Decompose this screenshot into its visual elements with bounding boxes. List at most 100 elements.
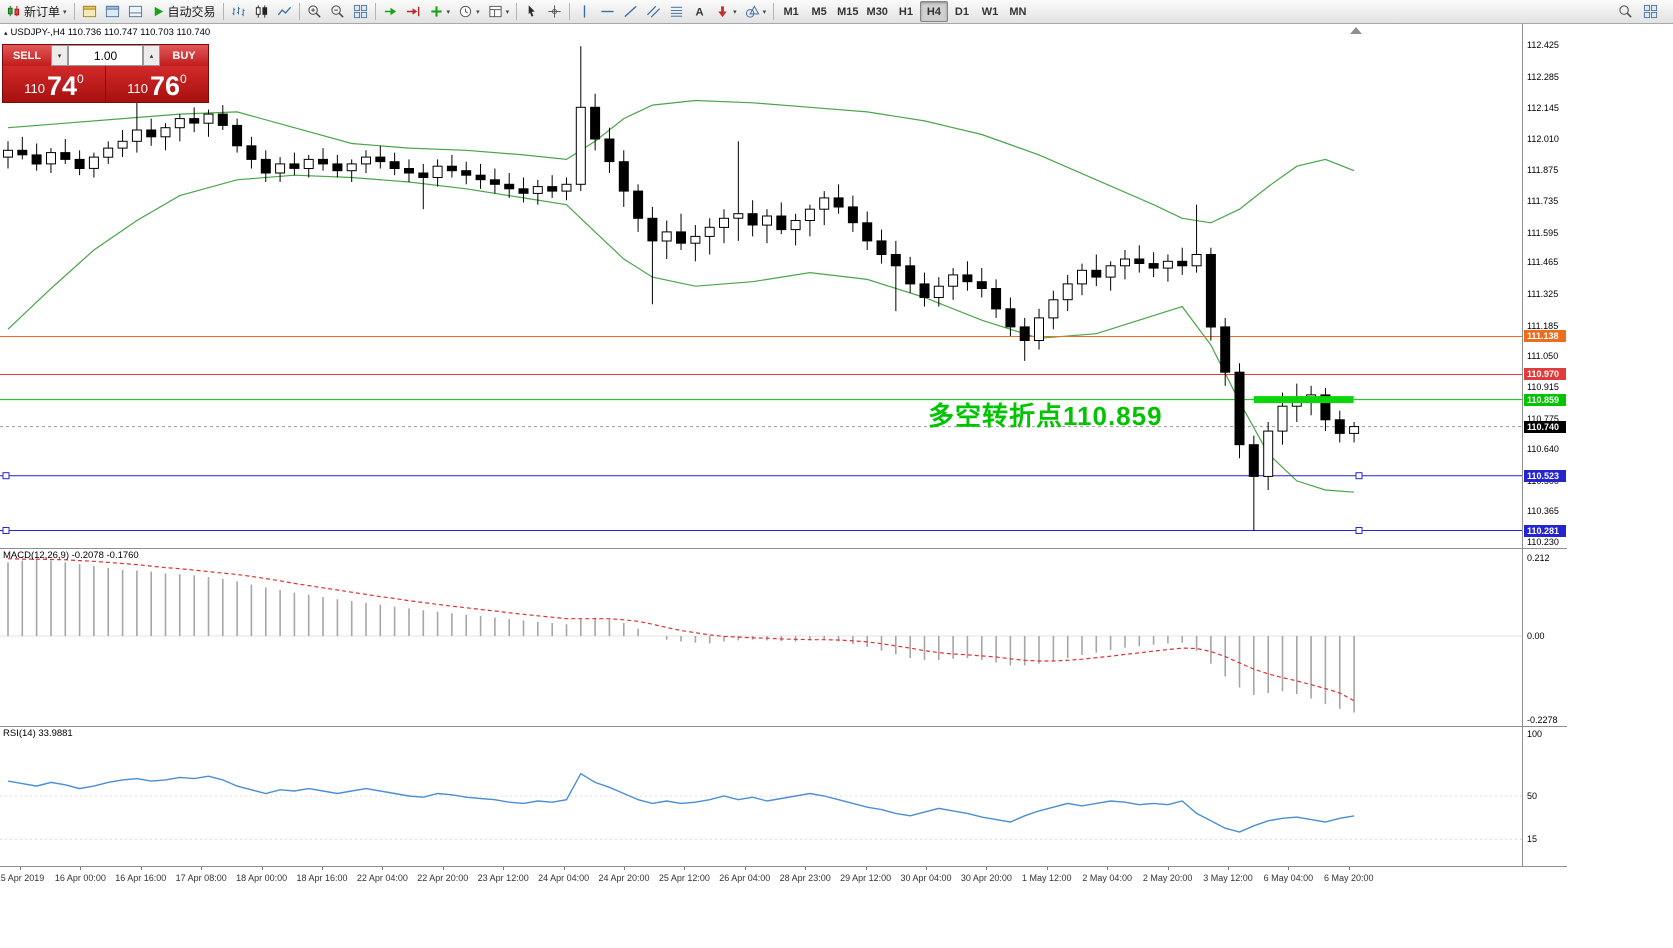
- price-scale-label: 111.325: [1527, 289, 1559, 299]
- volume-input[interactable]: 1.00: [68, 45, 143, 66]
- vertical-line-button[interactable]: [573, 1, 596, 23]
- auto-scroll-button[interactable]: [379, 1, 402, 23]
- time-tick: [503, 867, 505, 870]
- new-window-button[interactable]: [1639, 1, 1662, 23]
- time-tick: [805, 867, 807, 870]
- price-axis[interactable]: 112.425 112.285 112.145 112.010 111.875 111.7…: [1522, 24, 1567, 890]
- rsi-scale-label: 15: [1527, 834, 1538, 844]
- sell-button[interactable]: SELL: [3, 45, 51, 66]
- indicators-icon: [429, 4, 444, 19]
- play-icon: [151, 4, 166, 19]
- candle-icon: [254, 4, 269, 19]
- timeframe-m30-button[interactable]: M30: [866, 5, 888, 18]
- timeframe-h4-button[interactable]: H4: [919, 1, 948, 22]
- tile-icon: [353, 4, 368, 19]
- panel-divider[interactable]: [0, 726, 1567, 727]
- fibonacci-button[interactable]: [665, 1, 688, 23]
- time-label: 18 Apr 00:00: [236, 873, 288, 883]
- templates-button[interactable]: ▾: [484, 1, 514, 23]
- new-order-button[interactable]: 新订单 ▾: [3, 1, 71, 23]
- search-button[interactable]: [1614, 1, 1637, 23]
- time-label: 17 Apr 08:00: [175, 873, 227, 883]
- arrows-icon: [715, 4, 730, 19]
- navigator-button[interactable]: [124, 1, 147, 23]
- tile-windows-button[interactable]: [349, 1, 372, 23]
- timeframe-d1-button[interactable]: D1: [954, 5, 969, 18]
- crosshair-button[interactable]: [543, 1, 566, 23]
- chart-shift-button[interactable]: [402, 1, 425, 23]
- price-scale-label: 110.230: [1527, 537, 1559, 547]
- timeframe-h1-button[interactable]: H1: [898, 5, 913, 18]
- caret-down-icon: ▾: [476, 8, 480, 16]
- price-line-badge: 110.523: [1524, 470, 1566, 482]
- time-axis[interactable]: 15 Apr 2019 16 Apr 00:00 16 Apr 16:00 17 Ap…: [0, 866, 1567, 891]
- cursor-button[interactable]: [520, 1, 543, 23]
- price-chart-panel[interactable]: ▴ USDJPY-,H4 110.736 110.747 110.703 110…: [0, 24, 1522, 548]
- buy-price-button[interactable]: 110 76 0: [105, 66, 208, 102]
- bar-chart-button[interactable]: [227, 1, 250, 23]
- clock-icon: [458, 4, 473, 19]
- indicators-button[interactable]: ▾: [425, 1, 455, 23]
- time-tick: [684, 867, 686, 870]
- time-label: 1 May 12:00: [1022, 873, 1072, 883]
- price-scale-label: 111.185: [1527, 321, 1559, 331]
- new-order-button-label: 新订单: [24, 5, 61, 19]
- trendline-button[interactable]: [619, 1, 642, 23]
- time-label: 2 May 04:00: [1082, 873, 1132, 883]
- rsi-indicator-panel[interactable]: RSI(14) 33.9881: [0, 726, 1522, 866]
- autotrading-button-label: 自动交易: [167, 5, 216, 19]
- buy-button[interactable]: BUY: [160, 45, 208, 66]
- shift-icon: [406, 4, 421, 19]
- candlestick-chart[interactable]: [0, 24, 1522, 548]
- timeframe-m15-button[interactable]: M15: [837, 5, 859, 18]
- zoomout-icon: [330, 4, 345, 19]
- sell-price-button[interactable]: 110 74 0: [3, 66, 105, 102]
- buy-price-point: 0: [180, 72, 187, 86]
- panel-divider[interactable]: [0, 548, 1567, 549]
- text-label-button[interactable]: A: [688, 1, 711, 23]
- zoom-out-button[interactable]: [326, 1, 349, 23]
- time-tick: [442, 867, 444, 870]
- market-watch-button[interactable]: [78, 1, 101, 23]
- time-label: 28 Apr 23:00: [779, 873, 831, 883]
- volume-increase-button[interactable]: ▴: [143, 45, 160, 66]
- main-toolbar: 新订单 ▾ 自动交易 ▾ ▾ ▾ A ▾ ▾ M1 M5 M15 M30 H1 H4 D1 W1 MN: [0, 0, 1673, 24]
- periods-button[interactable]: ▾: [454, 1, 484, 23]
- crosshair-icon: [547, 4, 562, 19]
- macd-scale-label: -0.2278: [1527, 715, 1558, 725]
- sell-price-integer: 110: [24, 81, 45, 96]
- rsi-chart[interactable]: [0, 726, 1522, 866]
- timeframe-w1-button[interactable]: W1: [981, 5, 999, 18]
- shapes-button[interactable]: ▾: [741, 1, 771, 23]
- time-label: 2 May 20:00: [1142, 873, 1193, 883]
- time-label: 15 Apr 2019: [0, 873, 45, 883]
- macd-chart[interactable]: [0, 548, 1522, 726]
- hline-icon: [600, 4, 615, 19]
- price-line-badge: 110.970: [1524, 368, 1566, 380]
- channel-button[interactable]: [642, 1, 665, 23]
- rsi-scale-label: 100: [1527, 729, 1543, 739]
- horizontal-line-button[interactable]: [596, 1, 619, 23]
- volume-decrease-button[interactable]: ▾: [51, 45, 68, 66]
- data-window-button[interactable]: [101, 1, 124, 23]
- caret-down-icon: ▾: [762, 8, 767, 16]
- caret-down-icon: ▾: [505, 8, 510, 16]
- time-tick: [744, 867, 746, 870]
- caret-down-icon: ▾: [57, 52, 62, 60]
- time-tick: [1046, 867, 1048, 870]
- candlestick-chart-button[interactable]: [250, 1, 273, 23]
- time-tick: [1107, 867, 1109, 870]
- autotrading-button[interactable]: 自动交易: [147, 1, 220, 23]
- channel-icon: [646, 4, 661, 19]
- timeframe-m1-button[interactable]: M1: [783, 5, 799, 18]
- price-scale-label: 112.010: [1527, 134, 1559, 144]
- line-chart-button[interactable]: [273, 1, 296, 23]
- timeframe-m5-button[interactable]: M5: [811, 5, 827, 18]
- price-scale-label: 111.595: [1527, 228, 1559, 238]
- timeframe-mn-button[interactable]: MN: [1009, 5, 1027, 18]
- symbol-quote-text: USDJPY-,H4 110.736 110.747 110.703 110.7…: [10, 27, 211, 38]
- macd-indicator-panel[interactable]: MACD(12,26,9) -0.2078 -0.1760: [0, 548, 1522, 726]
- zoom-in-button[interactable]: [303, 1, 326, 23]
- time-tick: [865, 867, 867, 870]
- arrow-objects-button[interactable]: ▾: [711, 1, 741, 23]
